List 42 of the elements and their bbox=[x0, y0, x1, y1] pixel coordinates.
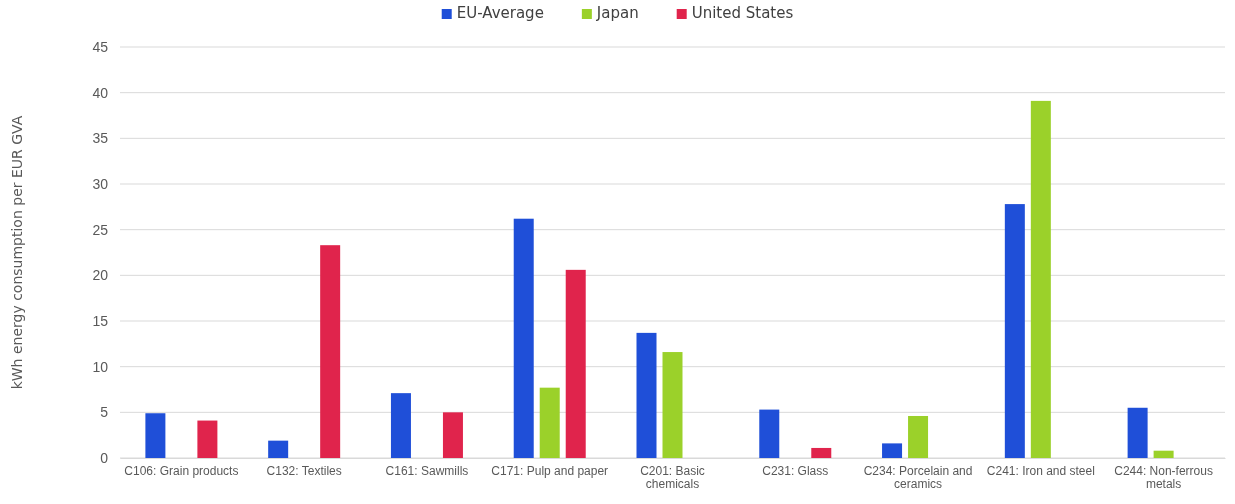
y-tick-label: 10 bbox=[92, 358, 109, 375]
x-tick-label: C106: Grain products bbox=[124, 463, 239, 478]
legend-label: Japan bbox=[595, 4, 639, 22]
legend-label: EU-Average bbox=[456, 4, 544, 22]
x-tick-label: C132: Textiles bbox=[266, 463, 342, 478]
x-tick-label: C244: Non-ferrous metals bbox=[1114, 463, 1213, 492]
bar bbox=[268, 440, 289, 458]
x-tick-label: C201: Basic chemicals bbox=[640, 463, 705, 492]
bar bbox=[565, 269, 586, 458]
bar bbox=[390, 393, 411, 458]
bar bbox=[1004, 204, 1025, 458]
x-tick-label: C241: Iron and steel bbox=[986, 463, 1095, 478]
bar bbox=[636, 332, 657, 458]
bar bbox=[882, 443, 903, 458]
bar bbox=[320, 245, 341, 458]
bar bbox=[1153, 450, 1174, 458]
bar bbox=[759, 409, 780, 458]
y-tick-label: 25 bbox=[92, 221, 109, 238]
y-tick-label: 30 bbox=[92, 175, 109, 192]
bar bbox=[197, 420, 218, 458]
x-tick-label: C171: Pulp and paper bbox=[491, 463, 609, 478]
bar bbox=[442, 412, 463, 458]
bar bbox=[1127, 407, 1148, 458]
y-tick-label: 5 bbox=[100, 404, 109, 421]
y-axis-title: kWh energy consumption per EUR GVA bbox=[9, 115, 25, 390]
x-tick-label: C234: Porcelain and ceramics bbox=[863, 463, 973, 492]
bar bbox=[908, 415, 929, 458]
bar bbox=[513, 218, 534, 458]
y-tick-label: 45 bbox=[92, 38, 109, 55]
bar bbox=[539, 387, 560, 458]
x-tick-label: C231: Glass bbox=[762, 463, 829, 478]
x-tick-label: C161: Sawmills bbox=[385, 463, 469, 478]
bar bbox=[811, 447, 832, 458]
y-tick-label: 0 bbox=[100, 449, 109, 466]
legend-label: United States bbox=[691, 4, 794, 22]
y-tick-label: 40 bbox=[92, 84, 109, 101]
y-tick-label: 35 bbox=[92, 130, 109, 147]
y-tick-label: 15 bbox=[92, 312, 109, 329]
y-tick-label: 20 bbox=[92, 267, 109, 284]
bar bbox=[1030, 100, 1051, 458]
bar bbox=[662, 352, 683, 458]
bar bbox=[145, 413, 166, 458]
